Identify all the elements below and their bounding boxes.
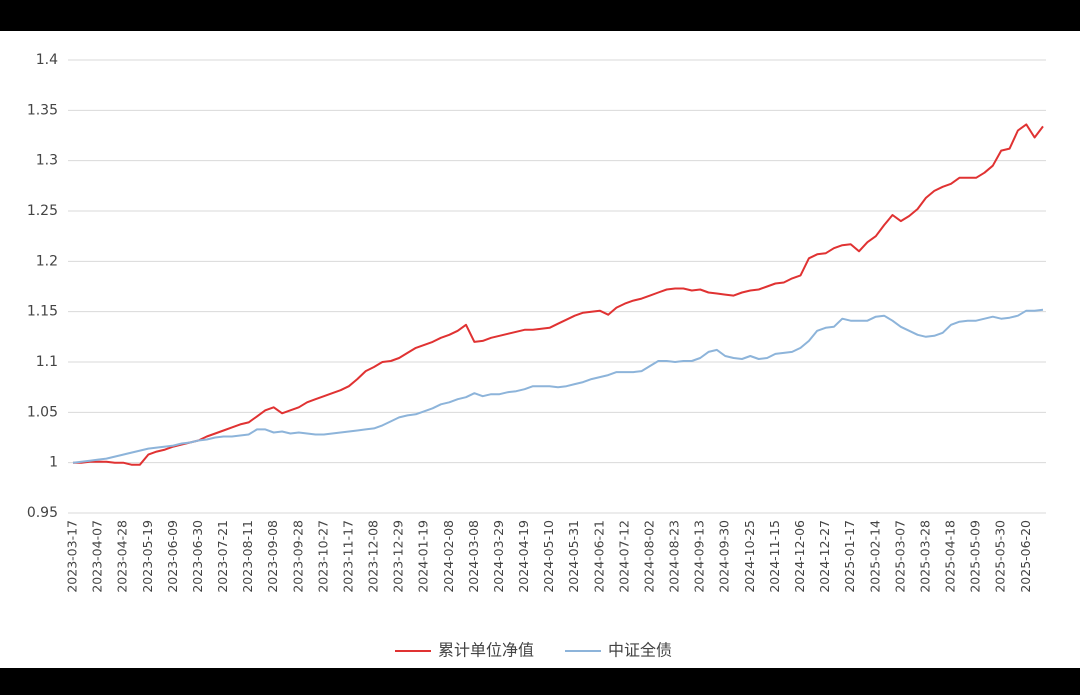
y-tick-label: 1.35 — [27, 102, 58, 118]
x-tick-label: 2023-09-28 — [290, 520, 305, 593]
y-tick-label: 0.95 — [27, 505, 58, 521]
x-tick-label: 2024-08-23 — [667, 520, 682, 593]
x-tick-label: 2024-09-13 — [692, 520, 707, 593]
x-tick-label: 2023-08-11 — [240, 520, 255, 593]
x-tick-label: 2023-05-19 — [140, 520, 155, 593]
x-tick-label: 2023-09-08 — [265, 520, 280, 593]
x-tick-label: 2024-03-08 — [466, 520, 481, 593]
x-tick-label: 2024-10-25 — [742, 520, 757, 593]
x-tick-label: 2025-05-30 — [993, 520, 1008, 593]
y-tick-label: 1.1 — [36, 354, 58, 370]
x-tick-label: 2023-06-30 — [190, 520, 205, 593]
top-bar — [0, 0, 1080, 31]
x-tick-label: 2024-05-10 — [541, 520, 556, 593]
y-tick-label: 1.05 — [27, 404, 58, 420]
x-tick-label: 2024-08-02 — [641, 520, 656, 593]
y-tick-label: 1.4 — [36, 52, 58, 68]
y-tick-label: 1.3 — [36, 153, 58, 169]
x-tick-label: 2025-06-20 — [1018, 520, 1033, 593]
x-tick-label: 2023-04-07 — [90, 520, 105, 593]
x-tick-label: 2024-03-29 — [491, 520, 506, 593]
x-tick-label: 2023-10-27 — [315, 520, 330, 593]
y-tick-label: 1.2 — [36, 253, 58, 269]
x-tick-label: 2023-06-09 — [165, 520, 180, 593]
x-tick-label: 2025-03-07 — [892, 520, 907, 593]
x-tick-label: 2023-03-17 — [65, 520, 80, 593]
legend-label: 累计单位净值 — [438, 641, 534, 660]
chart-background — [0, 31, 1080, 668]
x-tick-label: 2025-01-17 — [842, 520, 857, 593]
x-tick-label: 2023-04-28 — [115, 520, 130, 593]
y-tick-label: 1 — [49, 455, 58, 471]
x-tick-label: 2025-05-09 — [968, 520, 983, 593]
x-tick-label: 2024-11-15 — [767, 520, 782, 593]
legend-label: 中证全债 — [608, 641, 672, 660]
x-tick-label: 2025-03-28 — [917, 520, 932, 593]
x-tick-label: 2023-12-29 — [391, 520, 406, 593]
x-tick-label: 2024-02-08 — [441, 520, 456, 593]
x-tick-label: 2024-01-19 — [416, 520, 431, 593]
x-tick-label: 2025-04-18 — [943, 520, 958, 593]
x-tick-label: 2023-11-17 — [340, 520, 355, 593]
x-tick-label: 2024-06-21 — [591, 520, 606, 593]
series-line — [72, 308, 1044, 464]
x-tick-label: 2024-09-30 — [717, 520, 732, 593]
x-tick-label: 2025-02-14 — [867, 520, 882, 593]
x-tick-label: 2023-07-21 — [215, 520, 230, 593]
y-tick-label: 1.25 — [27, 203, 58, 219]
series-line — [73, 123, 1044, 466]
x-tick-label: 2024-07-12 — [616, 520, 631, 593]
y-tick-label: 1.15 — [27, 304, 58, 320]
bottom-bar — [0, 668, 1080, 695]
x-tick-label: 2024-12-27 — [817, 520, 832, 593]
x-tick-label: 2024-12-06 — [792, 520, 807, 593]
x-tick-label: 2024-04-19 — [516, 520, 531, 593]
x-tick-label: 2024-05-31 — [566, 520, 581, 593]
x-tick-label: 2023-12-08 — [366, 520, 381, 593]
